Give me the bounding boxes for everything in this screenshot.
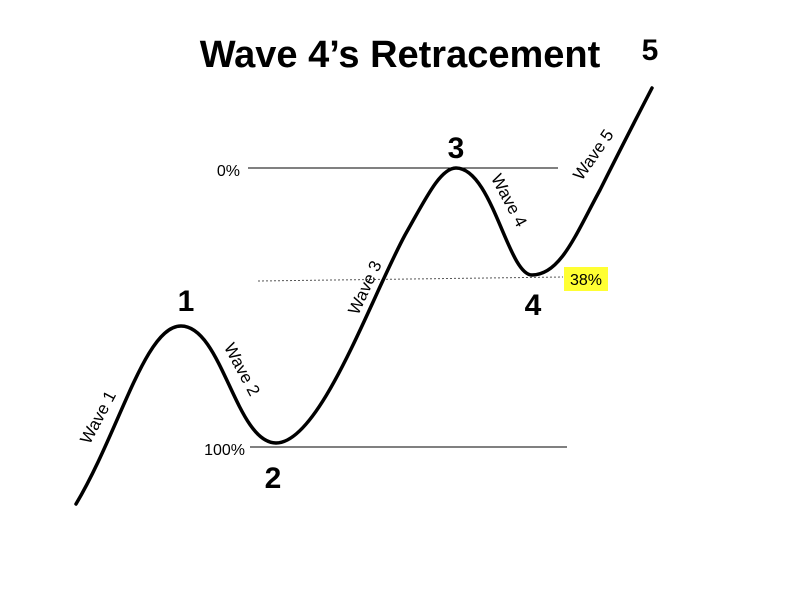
wave-1-label: Wave 1	[76, 388, 120, 447]
point-3-label: 3	[448, 132, 465, 165]
retracement-line	[257, 276, 564, 282]
retracement-highlight	[564, 267, 608, 291]
retracement-label: 38%	[570, 272, 602, 289]
wave-curve	[74, 86, 654, 506]
wave-2-label: Wave 2	[220, 340, 264, 399]
point-4-label: 4	[525, 289, 542, 322]
wave-5-label: Wave 5	[569, 126, 617, 184]
wave-4-label: Wave 4	[487, 171, 531, 230]
hundred-percent-label: 100%	[204, 442, 245, 459]
point-5-label: 5	[642, 34, 659, 67]
point-2-label: 2	[265, 462, 282, 495]
zero-percent-label: 0%	[217, 163, 240, 180]
diagram-title: Wave 4’s Retracement	[200, 34, 601, 76]
point-1-label: 1	[178, 285, 195, 318]
